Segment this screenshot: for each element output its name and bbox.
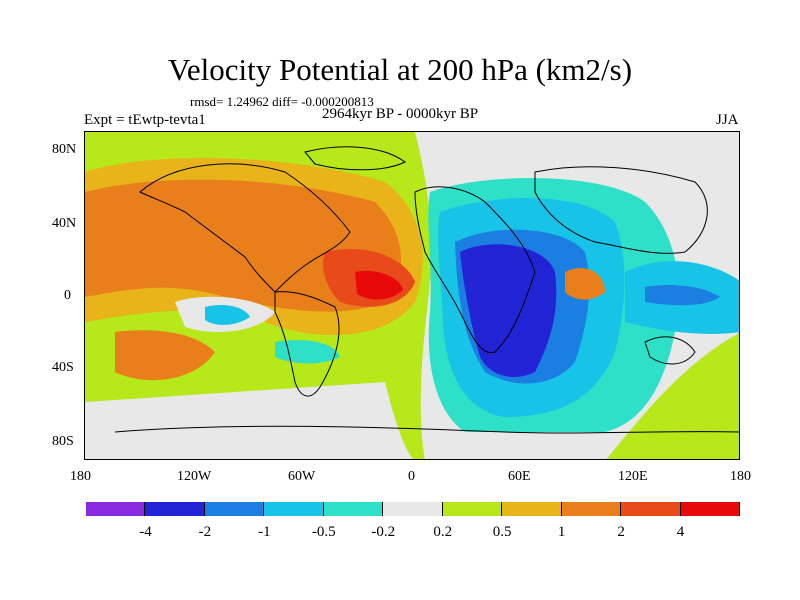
lon-label-180-right: 180 xyxy=(730,469,751,484)
colorbar-box xyxy=(323,502,384,516)
velocity-potential-map xyxy=(84,131,740,460)
field-positive-south-pacific xyxy=(115,330,215,381)
colorbar-label: -0.2 xyxy=(371,524,396,540)
colorbar-label: -0.5 xyxy=(311,524,336,540)
lon-label-0: 0 xyxy=(408,469,415,484)
field-positive-moderate xyxy=(85,179,402,312)
map-field xyxy=(85,132,739,459)
experiment-label: Expt = tEwtp-tevta1 xyxy=(84,112,206,128)
colorbar-label: -4 xyxy=(139,524,152,540)
colorbar-box xyxy=(680,502,740,516)
colorbar-label: 0.5 xyxy=(492,524,512,540)
lon-label-60e: 60E xyxy=(508,469,531,484)
colorbar-box xyxy=(383,502,443,516)
colorbar-box xyxy=(502,502,562,516)
colorbar-box xyxy=(442,502,503,516)
field-positive-core xyxy=(355,270,403,300)
colorbar-box xyxy=(621,502,681,516)
lon-label-180-left: 180 xyxy=(70,469,91,484)
lat-label-80n: 80N xyxy=(52,142,77,157)
field-neutral-south xyxy=(85,382,414,459)
colorbar-label: -2 xyxy=(198,524,212,540)
lat-label-40n: 40N xyxy=(52,216,77,231)
colorbar-box xyxy=(86,502,146,516)
lat-label-80s: 80S xyxy=(52,434,74,449)
colorbar-label: -1 xyxy=(258,524,271,540)
colorbar-box xyxy=(561,502,622,516)
lat-label-0: 0 xyxy=(64,288,71,303)
colorbar-box xyxy=(145,502,205,516)
colorbar-box xyxy=(264,502,324,516)
lon-label-120w: 120W xyxy=(177,469,212,484)
field-positive-indonesia xyxy=(565,268,605,300)
colorbar-box xyxy=(204,502,265,516)
chart-title: Velocity Potential at 200 hPa (km2/s) xyxy=(167,52,633,87)
season-label: JJA xyxy=(716,112,739,128)
colorbar-label: 2 xyxy=(617,524,625,540)
colorbar-label: 0.2 xyxy=(433,524,453,540)
period-label: 2964kyr BP - 0000kyr BP xyxy=(322,106,479,122)
lat-label-40s: 40S xyxy=(52,360,74,375)
stats-text: rmsd= 1.24962 diff= -0.000200813 xyxy=(190,94,374,109)
field-negative-core xyxy=(460,244,557,377)
coastlines xyxy=(114,146,739,434)
lon-label-120e: 120E xyxy=(618,469,648,484)
colorbar-label: 4 xyxy=(676,524,685,540)
colorbar-label: 1 xyxy=(557,524,566,540)
lon-label-60w: 60W xyxy=(288,469,316,484)
